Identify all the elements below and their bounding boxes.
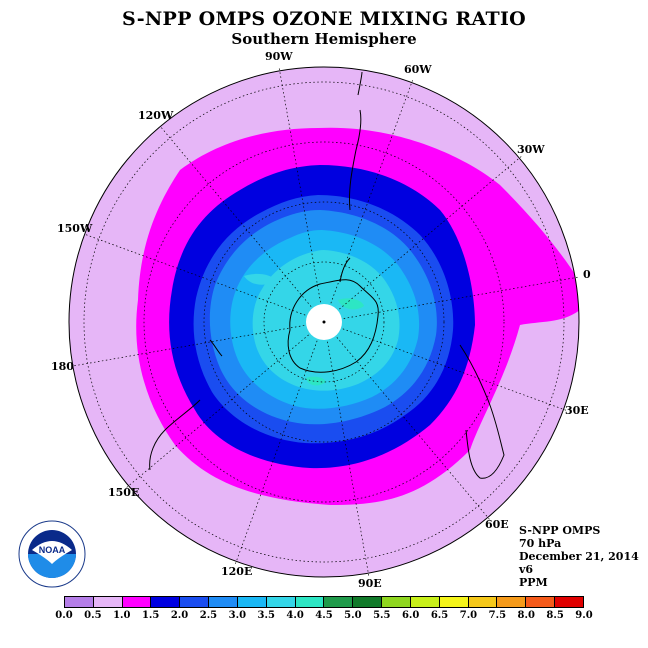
colorbar-segment	[123, 597, 152, 607]
colorbar-tick-label: 7.0	[460, 610, 477, 621]
colorbar-tick-label: 1.0	[113, 610, 130, 621]
colorbar-tick-label: 8.5	[546, 610, 563, 621]
colorbar-ticks: 0.0 0.5 1.0 1.5 2.0 2.5 3.0 3.5 4.0 4.5 5.0 5.5 6.0 6…	[64, 610, 584, 624]
colorbar-segment	[469, 597, 498, 607]
lon-label-90e: 90E	[358, 577, 382, 590]
colorbar-segment	[555, 597, 583, 607]
lon-label-30e: 30E	[565, 404, 589, 417]
lon-label-180: 180	[51, 360, 74, 373]
colorbar-segment	[267, 597, 296, 607]
date-label: December 21, 2014	[519, 550, 639, 563]
colorbar-tick-label: 4.5	[315, 610, 332, 621]
colorbar-tick-label: 8.0	[518, 610, 535, 621]
lon-label-150e: 150E	[108, 486, 139, 499]
colorbar-tick-label: 6.0	[402, 610, 419, 621]
lon-label-60w: 60W	[404, 63, 432, 76]
colorbar-segment	[324, 597, 353, 607]
colorbar-tick-label: 0.5	[84, 610, 101, 621]
colorbar-tick-label: 2.5	[200, 610, 217, 621]
colorbar-tick-label: 9.0	[575, 610, 592, 621]
colorbar-tick-label: 6.5	[431, 610, 448, 621]
product-info: S-NPP OMPS 70 hPa December 21, 2014 v6 P…	[519, 524, 639, 589]
pressure-level-label: 70 hPa	[519, 537, 639, 550]
noaa-logo-text: NOAA	[39, 545, 66, 555]
version-label: v6	[519, 563, 639, 576]
colorbar-tick-label: 7.5	[489, 610, 506, 621]
colorbar-tick-label: 3.0	[229, 610, 246, 621]
colorbar-segment	[296, 597, 325, 607]
colorbar-segment	[180, 597, 209, 607]
colorbar-tick-label: 3.5	[258, 610, 275, 621]
lon-label-120e: 120E	[221, 565, 252, 578]
noaa-logo: NOAA	[18, 520, 86, 588]
colorbar-tick-label: 1.5	[142, 610, 159, 621]
colorbar-segment	[526, 597, 555, 607]
colorbar-tick-label: 5.5	[373, 610, 390, 621]
colorbar-segment	[382, 597, 411, 607]
colorbar-segment	[440, 597, 469, 607]
instrument-label: S-NPP OMPS	[519, 524, 639, 537]
units-label: PPM	[519, 576, 639, 589]
colorbar-segment	[65, 597, 94, 607]
lon-label-60e: 60E	[485, 518, 509, 531]
colorbar-segment	[94, 597, 123, 607]
lon-label-120w: 120W	[138, 109, 173, 122]
colorbar-tick-label: 4.0	[286, 610, 303, 621]
colorbar-tick-label: 0.0	[55, 610, 72, 621]
lon-label-150w: 150W	[57, 222, 92, 235]
colorbar	[64, 596, 584, 608]
lon-label-30w: 30W	[517, 143, 545, 156]
colorbar-segment	[238, 597, 267, 607]
lon-label-90w: 90W	[265, 50, 293, 63]
colorbar-segment	[353, 597, 382, 607]
colorbar-segment	[209, 597, 238, 607]
colorbar-segment	[151, 597, 180, 607]
colorbar-segment	[411, 597, 440, 607]
lon-label-0: 0	[583, 268, 591, 281]
colorbar-tick-label: 2.0	[171, 610, 188, 621]
south-pole-marker	[323, 321, 326, 324]
colorbar-segment	[497, 597, 526, 607]
colorbar-tick-label: 5.0	[344, 610, 361, 621]
